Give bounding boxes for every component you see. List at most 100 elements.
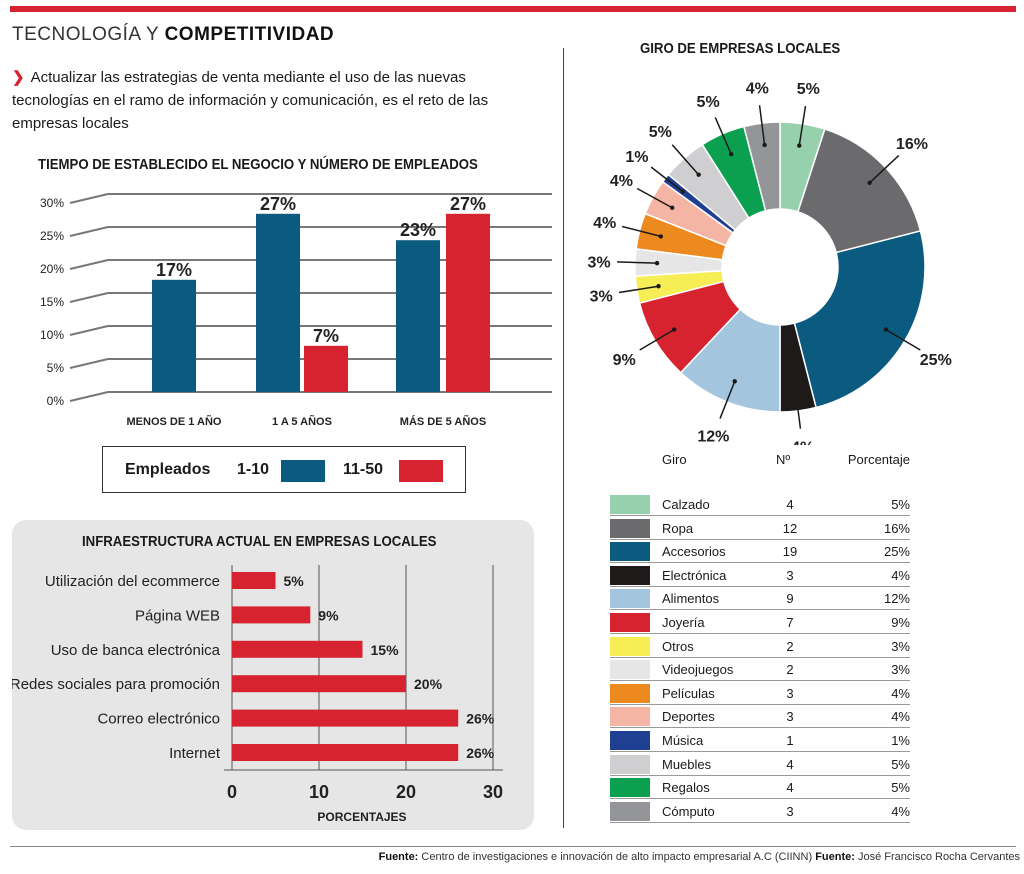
- donut-slice-label: 5%: [697, 94, 720, 111]
- row-percent: 3%: [891, 638, 910, 654]
- row-percent: 9%: [891, 615, 910, 630]
- table-row: Películas 3 4%: [610, 683, 910, 705]
- row-divider: [610, 515, 910, 516]
- hbar-value-label: 9%: [318, 607, 339, 623]
- table-header-count: Nº: [776, 452, 791, 467]
- y-tick-label: 25%: [40, 229, 64, 243]
- table-row: Otros 2 3%: [610, 636, 910, 658]
- donut-leader-dot: [696, 172, 701, 177]
- gridline-slant: [69, 391, 109, 402]
- donut-slice-label: 4%: [746, 80, 769, 97]
- legend-swatch-11-50: [399, 460, 443, 482]
- bar-value-label: 27%: [260, 194, 296, 214]
- donut-slice-label: 25%: [920, 352, 952, 369]
- donut-leader-line: [621, 225, 662, 238]
- x-tick-label: 0: [227, 782, 237, 802]
- infrastructure-bar-chart: 0 10 20 30 5% Utilización del ecommerce 9% Pági…: [12, 565, 503, 824]
- gridline-slant: [69, 325, 109, 336]
- hbar-category-label: Correo electrónico: [97, 711, 220, 728]
- hbar-5: [232, 744, 459, 761]
- hbar-value-label: 15%: [371, 642, 400, 658]
- table-row: Deportes 3 4%: [610, 706, 910, 729]
- row-percent: 1%: [891, 733, 910, 748]
- donut-leader-dot: [883, 327, 889, 332]
- donut-leader-dot: [762, 142, 767, 148]
- chart3-title: GIRO DE EMPRESAS LOCALES: [640, 40, 841, 57]
- legend-swatch-1-10: [281, 460, 325, 482]
- gridline-slant: [69, 259, 109, 270]
- table-row: Alimentos 9 12%: [610, 588, 910, 611]
- category-label: MENOS DE 1 AÑO: [127, 415, 222, 428]
- row-giro: Alimentos: [662, 591, 720, 607]
- hbar-0: [232, 572, 276, 589]
- page-title-light: TECNOLOGÍA Y: [12, 24, 159, 45]
- row-percent: 5%: [891, 780, 910, 796]
- donut-slice-label: 5%: [649, 124, 672, 141]
- footer-rule: [10, 846, 1016, 847]
- donut-slice-label: 5%: [797, 81, 820, 98]
- category-label: 1 A 5 AÑOS: [272, 415, 332, 428]
- table-row: Calzado 4 5%: [610, 494, 910, 516]
- row-divider: [610, 562, 910, 564]
- donut-slice-label: 16%: [896, 136, 928, 153]
- row-percent: 16%: [883, 520, 910, 536]
- x-axis-title: PORCENTAJES: [317, 810, 406, 824]
- table-row: Música 1 1%: [610, 730, 910, 752]
- hbar-1: [232, 606, 311, 624]
- row-percent: 25%: [883, 544, 910, 560]
- y-tick-label: 10%: [40, 328, 64, 342]
- top-red-bar: [10, 6, 1016, 12]
- row-giro: Cómputo: [662, 803, 715, 819]
- table-row: Videojuegos 2 3%: [610, 659, 910, 682]
- row-giro: Ropa: [662, 520, 694, 536]
- row-count: 7: [786, 615, 794, 630]
- row-color-swatch: [610, 565, 650, 585]
- donut-leader-dot: [680, 189, 686, 194]
- giro-donut-chart: 5%16%25%4%12%9%3%3%4%4%1%5%5%4%: [588, 80, 952, 445]
- table-row: Ropa 12 16%: [610, 518, 910, 540]
- bar-1-10-2: [396, 240, 440, 392]
- y-tick-label: 5%: [47, 361, 65, 375]
- donut-leader-dot: [658, 234, 664, 239]
- donut-slice-label: 3%: [588, 254, 611, 271]
- row-color-swatch: [610, 683, 650, 703]
- footer-text-1: Centro de investigaciones e innovación d…: [421, 851, 813, 863]
- row-percent: 4%: [891, 685, 910, 701]
- donut-slice-Ropa: [796, 128, 922, 254]
- x-tick-label: 20: [396, 782, 416, 802]
- row-divider: [610, 585, 910, 587]
- row-divider: [610, 798, 910, 800]
- row-percent: 4%: [891, 709, 910, 725]
- donut-slice-label: 4%: [610, 173, 633, 190]
- row-percent: 5%: [891, 497, 910, 512]
- row-color-swatch: [610, 613, 650, 632]
- donut-leader-line: [617, 261, 658, 264]
- donut-leader-dot: [793, 386, 798, 392]
- hbar-category-label: Uso de banca electrónica: [51, 642, 221, 659]
- row-count: 4: [786, 780, 794, 796]
- hbar-category-label: Redes sociales para promoción: [12, 676, 220, 693]
- donut-leader-line: [758, 105, 766, 146]
- donut-leader-dot: [732, 379, 737, 384]
- row-divider: [610, 751, 910, 752]
- donut-leader-line: [639, 328, 675, 351]
- chart1-title: TIEMPO DE ESTABLECIDO EL NEGOCIO Y NÚMER…: [38, 156, 478, 173]
- donut-leader-dot: [654, 260, 660, 266]
- donut-leader-dot: [867, 180, 872, 186]
- donut-leader-dot: [797, 143, 802, 148]
- row-count: 3: [786, 685, 794, 701]
- donut-leader-dot: [728, 151, 734, 157]
- donut-slice-label: 4%: [791, 440, 814, 445]
- legend-label-1-10: 1-10: [237, 461, 270, 478]
- bar-1-10-1: [256, 213, 300, 392]
- row-color-swatch: [610, 731, 650, 750]
- donut-leader-dot: [671, 327, 677, 332]
- infrastructure-panel: [12, 520, 534, 830]
- row-giro: Deportes: [662, 709, 715, 725]
- donut-leader-line: [618, 285, 659, 294]
- footer-label-1: Fuente:: [378, 851, 419, 863]
- donut-leader-line: [794, 388, 802, 429]
- lead-text: Actualizar las estrategias de venta medi…: [12, 69, 489, 132]
- donut-leader-line: [714, 117, 732, 155]
- row-color-swatch: [610, 518, 650, 538]
